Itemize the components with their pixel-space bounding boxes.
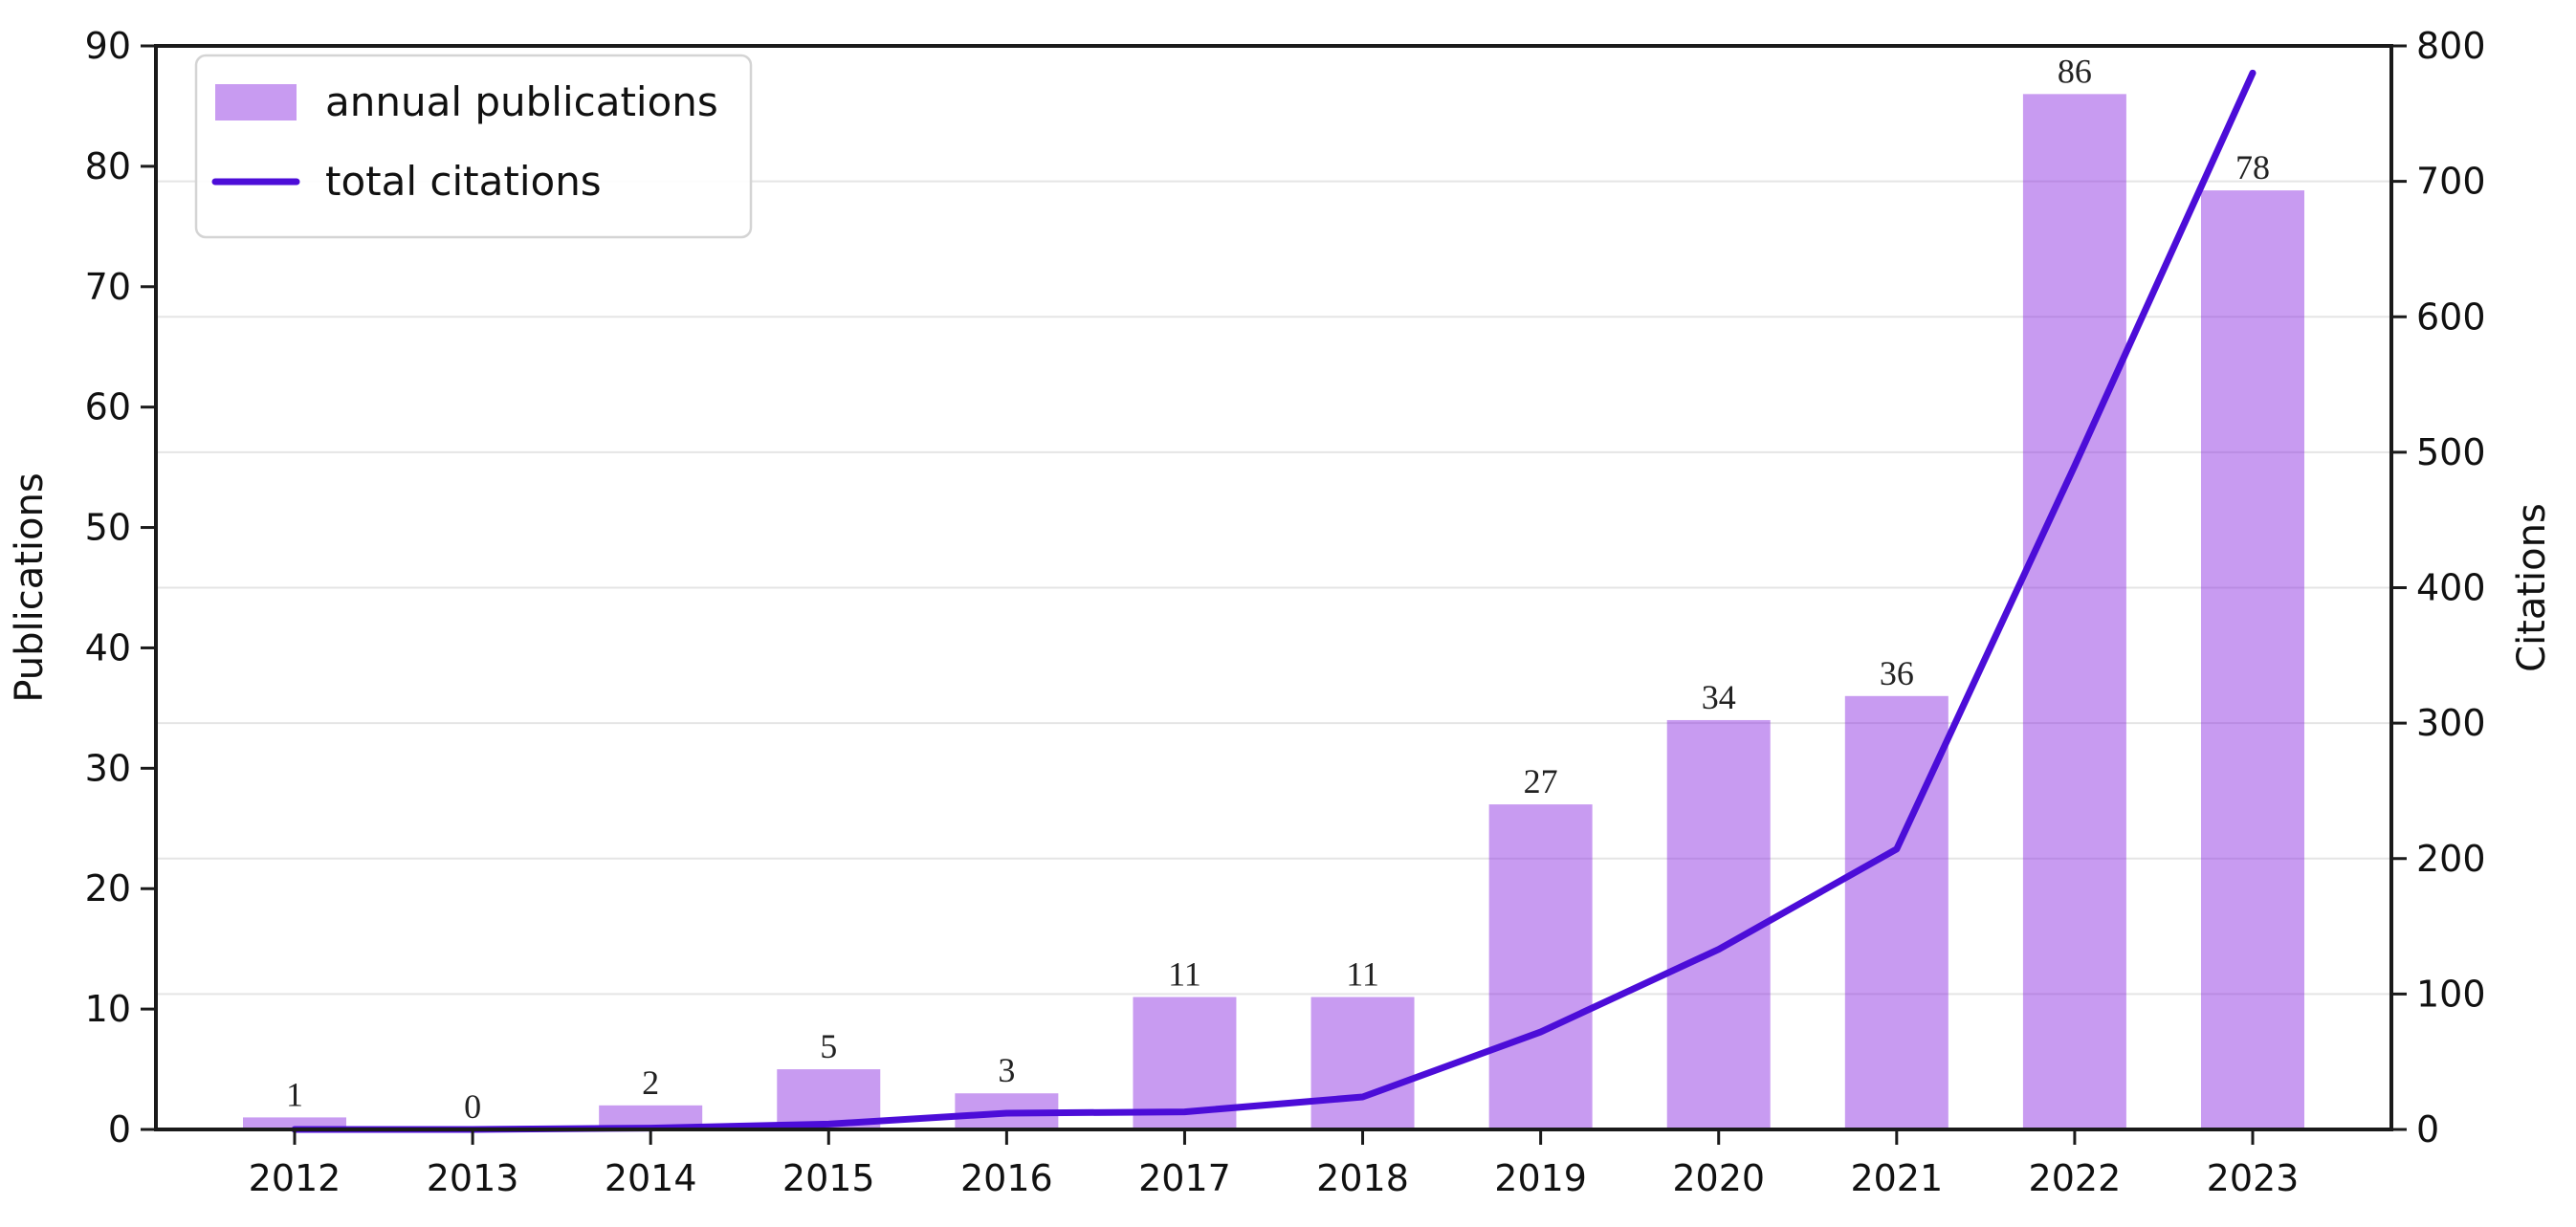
bar-label-2018: 11 <box>1346 955 1379 994</box>
x-tick-label-2018: 2018 <box>1316 1157 1409 1199</box>
y-left-tick-label-60: 60 <box>85 386 131 428</box>
y-left-tick-label-90: 90 <box>85 25 131 67</box>
x-tick-label-2012: 2012 <box>249 1157 341 1199</box>
y-right-tick-label-100: 100 <box>2416 973 2486 1015</box>
legend-label-annual-publications: annual publications <box>325 78 718 125</box>
bar-label-2015: 5 <box>820 1027 837 1065</box>
legend-box <box>194 54 753 239</box>
legend-swatch-annual-publications <box>215 84 297 121</box>
bars-annual-publications <box>243 94 2304 1130</box>
x-tick-label-2016: 2016 <box>960 1157 1053 1199</box>
legend: annual publications total citations <box>194 54 753 239</box>
x-tick-label-2022: 2022 <box>2029 1157 2122 1199</box>
bar-2018 <box>1310 997 1415 1129</box>
y-left-tick-label-80: 80 <box>85 145 131 187</box>
bar-label-2013: 0 <box>464 1087 481 1126</box>
left-axis-title: Publications <box>8 472 52 702</box>
bar-label-2016: 3 <box>998 1051 1015 1089</box>
y-left-tick-label-20: 20 <box>85 867 131 909</box>
y-axis-right: 0 100 200 300 400 500 600 700 800 <box>2391 25 2486 1150</box>
y-right-tick-label-300: 300 <box>2416 702 2486 744</box>
x-tick-label-2020: 2020 <box>1672 1157 1765 1199</box>
x-tick-label-2021: 2021 <box>1850 1157 1943 1199</box>
y-right-tick-label-600: 600 <box>2416 296 2486 338</box>
x-tick-label-2013: 2013 <box>427 1157 519 1199</box>
bar-label-2020: 34 <box>1702 678 1736 716</box>
y-left-tick-label-50: 50 <box>85 507 131 549</box>
bar-label-2019: 27 <box>1524 762 1558 800</box>
y-right-tick-label-400: 400 <box>2416 567 2486 609</box>
legend-label-total-citations: total citations <box>325 158 602 205</box>
y-left-tick-label-10: 10 <box>85 988 131 1030</box>
y-left-tick-label-70: 70 <box>85 266 131 308</box>
y-right-tick-label-800: 800 <box>2416 25 2486 67</box>
bar-2023 <box>2201 190 2304 1130</box>
y-left-tick-label-40: 40 <box>85 626 131 668</box>
x-tick-label-2023: 2023 <box>2207 1157 2300 1199</box>
bar-label-2017: 11 <box>1168 955 1201 994</box>
x-tick-label-2017: 2017 <box>1138 1157 1231 1199</box>
y-right-tick-label-200: 200 <box>2416 838 2486 880</box>
bar-2021 <box>1844 695 1949 1129</box>
bar-2019 <box>1488 804 1593 1129</box>
bar-label-2012: 1 <box>286 1075 303 1113</box>
x-axis: 2012 2013 2014 2015 2016 2017 2018 2019 2020 2021… <box>249 1129 2300 1199</box>
bar-value-labels: 1 0 2 5 3 11 11 27 34 36 86 78 <box>286 52 2270 1126</box>
y-right-tick-label-700: 700 <box>2416 161 2486 203</box>
bar-label-2021: 36 <box>1880 654 1914 692</box>
bar-2022 <box>2022 94 2126 1129</box>
y-left-tick-label-30: 30 <box>85 747 131 789</box>
right-axis-title: Citations <box>2510 503 2554 672</box>
bar-2020 <box>1666 719 1771 1129</box>
bar-label-2023: 78 <box>2235 148 2270 186</box>
bar-label-2014: 2 <box>642 1063 659 1102</box>
y-left-tick-label-0: 0 <box>108 1108 131 1150</box>
x-tick-label-2015: 2015 <box>782 1157 875 1199</box>
y-axis-left: 0 10 20 30 40 50 60 70 80 90 <box>85 25 156 1150</box>
bar-label-2022: 86 <box>2058 52 2092 90</box>
y-right-tick-label-0: 0 <box>2416 1108 2439 1150</box>
x-tick-label-2014: 2014 <box>605 1157 697 1199</box>
x-tick-label-2019: 2019 <box>1494 1157 1587 1199</box>
y-right-tick-label-500: 500 <box>2416 431 2486 473</box>
